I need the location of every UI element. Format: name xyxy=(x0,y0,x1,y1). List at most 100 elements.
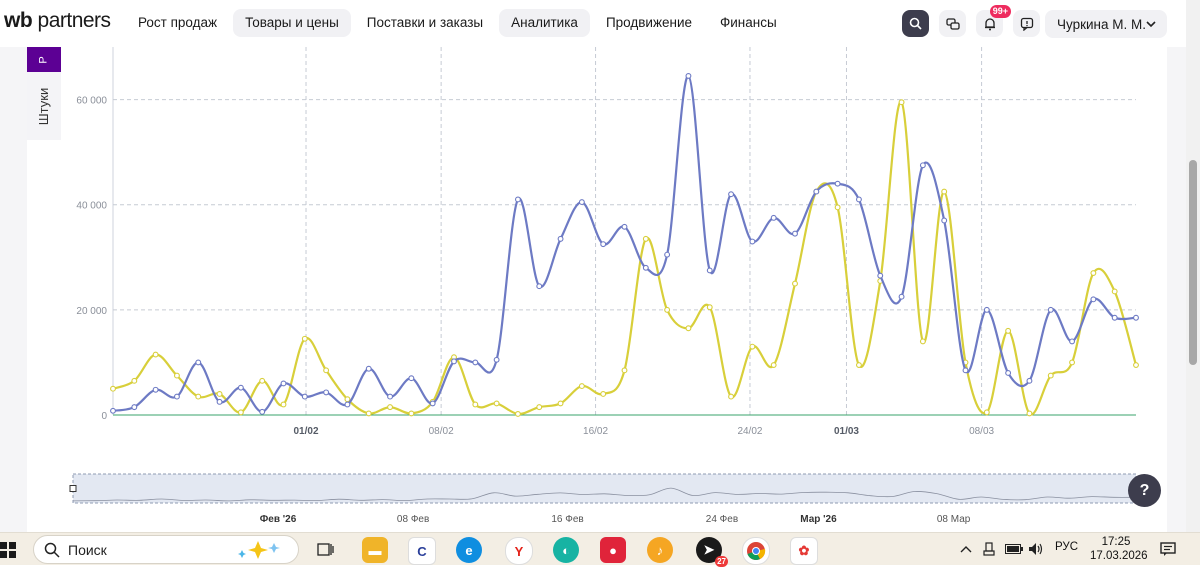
series-blue-point xyxy=(664,251,671,258)
main-nav: Рост продаж Товары и цены Поставки и зак… xyxy=(126,9,789,37)
series-blue-point xyxy=(621,223,628,230)
volume-icon[interactable] xyxy=(1028,542,1044,556)
notification-badge: 99+ xyxy=(989,5,1011,18)
nav-item-products-prices[interactable]: Товары и цены xyxy=(233,9,351,37)
series-blue-point xyxy=(323,389,330,396)
nav-item-sales-growth[interactable]: Рост продаж xyxy=(138,15,218,30)
task-view-icon[interactable] xyxy=(317,542,334,557)
windows-start-icon[interactable] xyxy=(0,542,16,558)
series-blue-point xyxy=(536,283,543,290)
series-yellow-point xyxy=(1005,327,1012,334)
series-yellow-point xyxy=(1090,270,1097,277)
series-yellow-point xyxy=(855,362,862,369)
nav-item-supplies-orders[interactable]: Поставки и заказы xyxy=(366,15,484,30)
x-tick-label: 08/03 xyxy=(969,426,994,437)
navigator-date-label: 24 Фев xyxy=(706,514,738,525)
x-tick-label: 01/02 xyxy=(294,426,319,437)
battery-icon[interactable] xyxy=(1005,544,1023,554)
edge-icon[interactable]: e xyxy=(456,537,482,563)
series-yellow-point xyxy=(365,410,372,417)
series-blue-point xyxy=(110,407,116,414)
system-clock[interactable]: 17:25 17.03.2026 xyxy=(1090,535,1148,563)
help-button[interactable]: ? xyxy=(1128,474,1161,507)
series-blue-point xyxy=(365,365,372,372)
feedback-button[interactable] xyxy=(1013,10,1040,37)
navigator-date-label: 08 Фев xyxy=(397,514,429,525)
series-blue-point xyxy=(387,393,394,400)
search-button[interactable] xyxy=(902,10,929,37)
telegram-icon[interactable]: ➤ 27 xyxy=(696,537,728,567)
file-explorer-icon[interactable]: ▬ xyxy=(362,537,388,563)
y-tick-label: 40 000 xyxy=(76,201,107,212)
wb-partners-logo[interactable]: wb partners xyxy=(4,9,111,33)
series-yellow-point xyxy=(642,235,649,242)
screen-recorder-icon[interactable]: ● xyxy=(600,537,626,563)
series-blue-point xyxy=(962,367,969,374)
series-blue-point xyxy=(941,217,948,224)
nav-item-promotion[interactable]: Продвижение xyxy=(605,15,692,30)
top-header: wb partners Рост продаж Товары и цены По… xyxy=(0,0,1200,47)
navigator-window xyxy=(72,473,1137,504)
search-icon xyxy=(44,542,60,558)
x-tick-label: 16/02 xyxy=(583,426,608,437)
series-yellow-point xyxy=(1111,288,1118,295)
music-app-icon[interactable]: ♪ xyxy=(647,537,673,563)
navigator-date-label: Фев '26 xyxy=(260,514,297,525)
series-blue-point xyxy=(877,272,884,279)
series-blue-point xyxy=(898,293,905,300)
side-tab-rubles[interactable]: Р xyxy=(27,47,61,72)
series-blue-point xyxy=(834,180,841,187)
series-yellow-point xyxy=(706,304,713,311)
language-indicator[interactable]: РУС xyxy=(1055,541,1079,553)
series-blue-point xyxy=(131,404,138,411)
series-blue-point xyxy=(344,401,351,408)
chat-button[interactable] xyxy=(939,10,966,37)
notifications-button[interactable]: 99+ xyxy=(976,5,1011,37)
series-yellow-point xyxy=(1133,362,1139,369)
series-yellow-point xyxy=(131,377,138,384)
taskbar-search[interactable]: Поиск xyxy=(33,535,299,564)
series-yellow-point xyxy=(578,383,585,390)
series-blue-point xyxy=(195,359,202,366)
series-blue-point xyxy=(152,386,159,393)
paint-app-icon[interactable]: ✿ xyxy=(790,537,818,565)
nav-item-analytics[interactable]: Аналитика xyxy=(499,9,590,37)
windows-taskbar: Поиск ▬ C e Y ◐ ● ♪ ➤ 27 ✿ РУС 17:25 17.… xyxy=(0,532,1200,567)
user-menu[interactable]: Чуркина М. М. xyxy=(1045,10,1167,38)
series-blue-point xyxy=(1005,369,1012,376)
page-scrollbar[interactable] xyxy=(1186,0,1200,532)
navigator-date-label: 08 Мар xyxy=(937,514,971,525)
clock-date: 17.03.2026 xyxy=(1090,550,1148,562)
series-blue-point xyxy=(259,408,266,415)
usb-icon[interactable] xyxy=(983,542,995,556)
y-tick-label: 60 000 xyxy=(76,96,107,107)
series-yellow-point xyxy=(834,204,841,211)
chrome-icon[interactable] xyxy=(742,537,770,565)
chevron-down-icon xyxy=(1146,21,1156,28)
notification-center-icon[interactable] xyxy=(1160,542,1176,557)
side-tab-units[interactable]: Штуки xyxy=(27,72,61,140)
nav-item-finance[interactable]: Финансы xyxy=(720,15,777,30)
ccleaner-icon[interactable]: C xyxy=(408,537,436,565)
series-blue-point xyxy=(792,230,798,237)
side-tab-rubles-label: Р xyxy=(38,55,50,64)
side-tab-units-label: Штуки xyxy=(36,87,52,125)
series-blue-point xyxy=(1111,314,1118,321)
series-yellow-point xyxy=(664,306,671,313)
scrollbar-thumb[interactable] xyxy=(1189,160,1197,365)
series-blue-point xyxy=(1069,338,1076,345)
x-tick-label: 01/03 xyxy=(834,426,859,437)
chevron-up-icon[interactable] xyxy=(960,544,972,554)
feedback-icon xyxy=(1020,17,1033,31)
series-yellow-point xyxy=(1047,372,1054,379)
series-blue-line xyxy=(112,74,1137,413)
yandex-browser-icon[interactable]: Y xyxy=(505,537,533,565)
navigator-line xyxy=(72,487,1137,502)
series-yellow-point xyxy=(1026,410,1033,417)
series-yellow-point xyxy=(685,325,692,332)
series-blue-point xyxy=(855,196,862,203)
teal-app-icon[interactable]: ◐ xyxy=(553,537,579,563)
series-yellow-point xyxy=(919,338,926,345)
y-tick-label: 0 xyxy=(101,411,107,422)
series-blue-point xyxy=(813,188,820,195)
